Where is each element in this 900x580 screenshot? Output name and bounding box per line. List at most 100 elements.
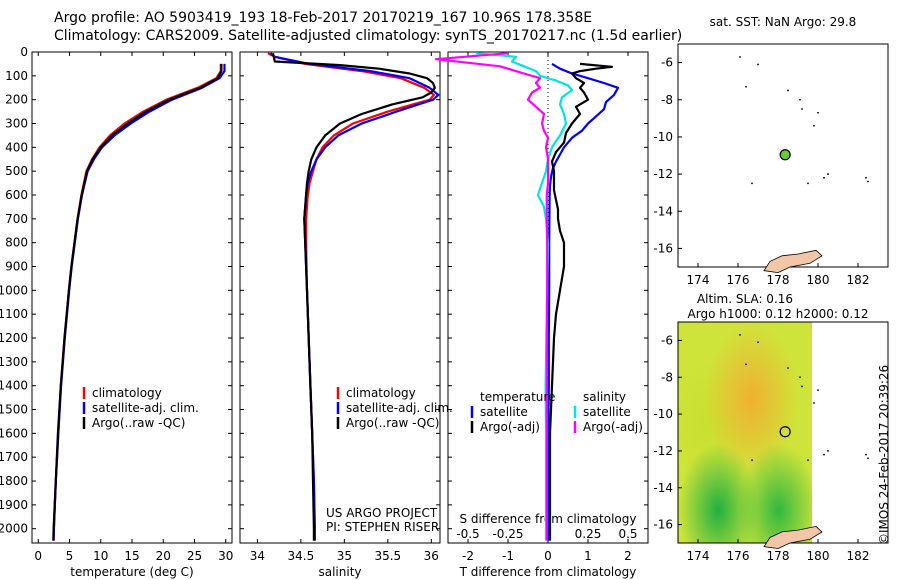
diff-legend-label: Argo(-adj) bbox=[583, 420, 643, 434]
map_sla-lon-tick-label: 176 bbox=[727, 549, 750, 563]
argo-position-marker bbox=[779, 149, 791, 161]
temperature-series-climatology bbox=[52, 63, 222, 541]
island-dot bbox=[801, 385, 803, 388]
depth-tick-label: 800 bbox=[5, 236, 28, 250]
salinity-xtick-label: 35.5 bbox=[374, 549, 401, 563]
salinity-legend-label: Argo(..raw -QC) bbox=[346, 416, 439, 430]
figure-title-line1: Argo profile: AO 5903419_193 18-Feb-2017… bbox=[54, 10, 593, 26]
differences-xtick-label: 0 bbox=[544, 549, 552, 563]
temperature-xtick-label: 30 bbox=[218, 549, 233, 563]
project-annotation: US ARGO PROJECT bbox=[326, 506, 438, 520]
map_sla-lat-tick-label: -16 bbox=[653, 518, 673, 532]
salinity-xtick-label: 34 bbox=[250, 549, 265, 563]
differences-series-temperature-satellite bbox=[547, 62, 620, 541]
map_sla-lon-tick-label: 174 bbox=[687, 549, 710, 563]
map_sla-lon-tick-label: 182 bbox=[847, 549, 870, 563]
island-dot bbox=[865, 176, 867, 179]
map_sla-lat-tick-label: -12 bbox=[653, 444, 673, 458]
island-dot bbox=[827, 173, 829, 175]
depth-tick-label: 1700 bbox=[0, 450, 28, 464]
depth-tick-label: 700 bbox=[5, 212, 28, 226]
salinity-legend-label: climatology bbox=[346, 386, 416, 400]
depth-tick-label: 1300 bbox=[0, 355, 28, 369]
island-dot bbox=[817, 111, 819, 114]
map_sst-lon-tick-label: 180 bbox=[807, 273, 830, 287]
island-dot bbox=[751, 182, 753, 185]
differences-xtick-label: -1 bbox=[502, 549, 514, 563]
island-dot bbox=[865, 453, 867, 456]
island-dot bbox=[823, 453, 825, 456]
depth-tick-label: 1600 bbox=[0, 426, 28, 440]
s-diff-tick-label: 0.5 bbox=[618, 527, 637, 541]
salinity-plot-frame bbox=[239, 51, 441, 544]
legend-header-salinity: salinity bbox=[583, 390, 626, 404]
sla-map-title: Altim. SLA: 0.16 bbox=[697, 292, 793, 306]
differences-series-salinity-satellite bbox=[475, 52, 574, 541]
depth-tick-label: 1400 bbox=[0, 379, 28, 393]
salinity-legend-label: satellite-adj. clim. bbox=[346, 401, 453, 415]
island-dot bbox=[823, 176, 825, 179]
island-dot bbox=[867, 180, 869, 183]
island-dot bbox=[813, 124, 815, 127]
sla-heatmap-cell bbox=[678, 322, 812, 543]
temperature-xtick-label: 5 bbox=[66, 549, 74, 563]
differences-xlabel: T difference from climatology bbox=[459, 565, 637, 579]
map_sst-lat-tick-label: -14 bbox=[653, 204, 673, 218]
temperature-plot-frame bbox=[31, 51, 233, 544]
differences-xtick-label: -2 bbox=[462, 549, 474, 563]
argo-position-marker bbox=[779, 426, 791, 438]
s-diff-tick-label: -0.25 bbox=[492, 527, 523, 541]
map_sst-lat-tick-label: -8 bbox=[661, 93, 673, 107]
depth-tick-label: 900 bbox=[5, 260, 28, 274]
map_sla-lat-tick-label: -10 bbox=[653, 407, 673, 421]
salinity-series-satellite-adj-clim- bbox=[269, 52, 440, 541]
island-dot bbox=[745, 85, 747, 88]
depth-tick-label: 1000 bbox=[0, 283, 28, 297]
depth-tick-label: 500 bbox=[5, 164, 28, 178]
island-dot bbox=[827, 450, 829, 452]
temperature-xlabel: temperature (deg C) bbox=[70, 565, 193, 579]
island-dot bbox=[745, 363, 747, 366]
map_sst-lat-tick-label: -16 bbox=[653, 241, 673, 255]
island-dot bbox=[739, 333, 741, 336]
differences-series-temperature-argo-adj- bbox=[548, 62, 614, 541]
map_sst-lat-tick-label: -10 bbox=[653, 130, 673, 144]
depth-tick-label: 600 bbox=[5, 188, 28, 202]
diff-legend-label: Argo(-adj) bbox=[480, 420, 540, 434]
map_sla-lon-tick-label: 180 bbox=[807, 549, 830, 563]
map_sst-lon-tick-label: 176 bbox=[727, 273, 750, 287]
map_sla-lat-tick-label: -8 bbox=[661, 370, 673, 384]
temperature-series-satellite-adj-clim- bbox=[52, 63, 226, 541]
salinity-xtick-label: 34.5 bbox=[288, 549, 315, 563]
map_sst-lon-tick-label: 174 bbox=[687, 273, 710, 287]
map_sst-lon-tick-label: 182 bbox=[847, 273, 870, 287]
map_sla-lon-tick-label: 178 bbox=[767, 549, 790, 563]
island-dot bbox=[813, 402, 815, 404]
depth-tick-label: 0 bbox=[20, 45, 28, 59]
fiji-landmass bbox=[763, 525, 823, 549]
depth-tick-label: 2000 bbox=[0, 522, 28, 536]
depth-tick-label: 100 bbox=[5, 69, 28, 83]
depth-tick-label: 400 bbox=[5, 140, 28, 154]
salinity-series-climatology bbox=[267, 52, 435, 541]
island-dot bbox=[807, 459, 809, 462]
map_sst-lon-tick-label: 178 bbox=[767, 273, 790, 287]
depth-tick-label: 1500 bbox=[0, 403, 28, 417]
island-dot bbox=[757, 63, 759, 66]
temperature-xtick-label: 15 bbox=[124, 549, 139, 563]
differences-xtick-label: 1 bbox=[584, 549, 592, 563]
sst-map-title: sat. SST: NaN Argo: 29.8 bbox=[710, 15, 857, 29]
salinity-xtick-label: 36 bbox=[424, 549, 439, 563]
island-dot bbox=[799, 98, 801, 101]
temperature-legend-label: satellite-adj. clim. bbox=[92, 401, 199, 415]
temperature-series-argo-raw-qc- bbox=[52, 63, 223, 541]
figure-title-line2: Climatology: CARS2009. Satellite-adjuste… bbox=[54, 28, 683, 44]
island-dot bbox=[739, 56, 741, 58]
differences-series-salinity-argo-adj- bbox=[434, 52, 550, 541]
depth-tick-label: 1200 bbox=[0, 331, 28, 345]
island-dot bbox=[867, 457, 869, 460]
diff-legend-label: satellite bbox=[480, 405, 528, 419]
map_sst-lat-tick-label: -12 bbox=[653, 167, 673, 181]
map_sla-lat-tick-label: -6 bbox=[661, 333, 673, 347]
